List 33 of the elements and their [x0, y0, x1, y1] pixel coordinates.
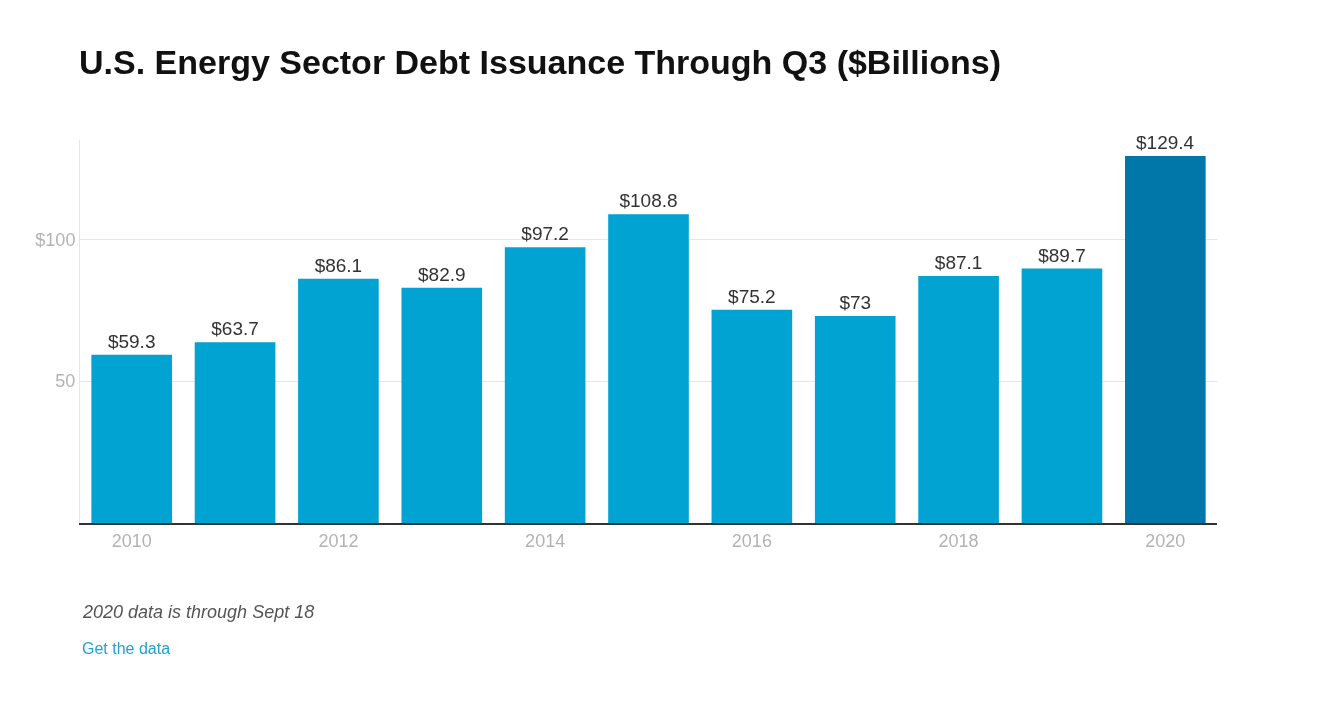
bar — [91, 354, 172, 523]
data-label: $73 — [839, 291, 872, 313]
x-tick-label: 2020 — [1145, 530, 1186, 551]
data-label: $89.7 — [1038, 244, 1086, 266]
bar — [1125, 155, 1206, 523]
x-tick-label: 2012 — [318, 530, 359, 551]
x-tick-label: 2014 — [525, 530, 566, 551]
bar — [814, 315, 896, 523]
bar — [298, 278, 379, 523]
data-label: $86.1 — [314, 254, 363, 276]
data-label: $82.9 — [418, 263, 466, 285]
data-label: $63.7 — [211, 318, 259, 340]
bar — [194, 342, 276, 523]
data-label: $97.2 — [521, 223, 569, 245]
data-label: $75.2 — [728, 285, 776, 307]
y-tick-label: $100 — [35, 229, 76, 250]
bar — [711, 309, 793, 523]
text: Get the data — [82, 640, 171, 657]
bar — [1021, 268, 1103, 523]
data-label: $129.4 — [1136, 131, 1195, 153]
x-tick-label: 2016 — [731, 530, 772, 551]
x-tick-label: 2018 — [938, 530, 979, 551]
bar — [608, 214, 689, 523]
bar — [918, 275, 999, 523]
data-label: $87.1 — [934, 251, 983, 273]
y-tick-label: 50 — [55, 371, 76, 392]
x-tick-label: 2010 — [111, 530, 152, 551]
bar — [401, 287, 483, 523]
data-label: $59.3 — [107, 330, 156, 352]
text: 2020 data is through Sept 18 — [82, 602, 315, 622]
data-label: $108.8 — [619, 190, 678, 212]
bar — [504, 247, 586, 523]
chart-title: U.S. Energy Sector Debt Issuance Through Q3 ($Billions) — [79, 42, 1001, 81]
